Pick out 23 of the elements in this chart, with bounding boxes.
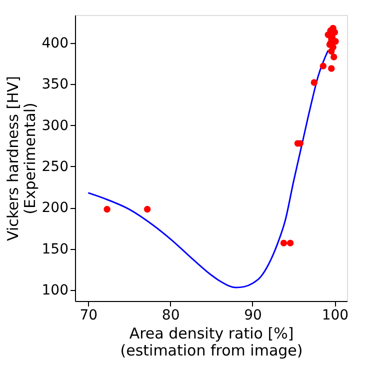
point [320,62,327,70]
x-tick-label: 70 [80,308,98,324]
point [328,48,335,55]
x-tick-label: 100 [322,308,349,324]
point [310,79,318,86]
y-tick-label: 300 [42,118,68,134]
y-axis-title: Vickers hardness [HV] (Experimental) [4,76,39,241]
y-tick-label: 200 [42,200,68,216]
point [144,206,151,213]
y-tick-label: 350 [42,76,68,93]
y-tick-label: 100 [42,282,68,298]
point [328,65,335,72]
x-tick-label: 90 [244,308,262,324]
point [330,54,338,60]
y-tick-label: 150 [42,241,68,258]
y-tick-label: 400 [42,35,68,52]
point [331,28,338,36]
point [280,240,288,246]
y-tick-label: 250 [42,158,68,175]
x-tick-label: 80 [162,308,180,324]
point [104,206,110,213]
point [286,240,294,246]
x-axis-title: Area density ratio [%] (estimation from image) [120,324,303,360]
